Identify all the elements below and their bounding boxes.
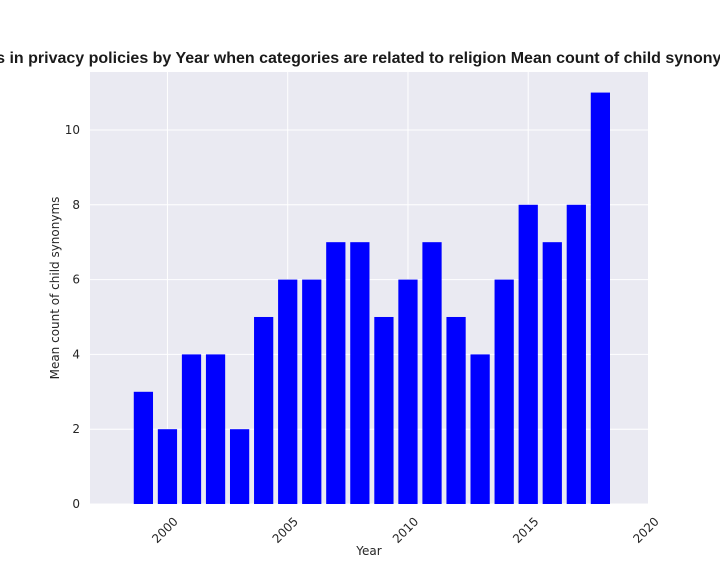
bar [278,279,298,504]
x-axis-ticks: 2000 2005 2010 2015 2020 [149,514,662,545]
bar [542,242,562,504]
x-tick-label: 2010 [390,514,421,545]
bar [590,92,610,505]
bar [566,204,586,504]
y-axis-ticks: 0 2 4 6 8 10 [65,123,80,511]
y-tick-label: 10 [65,123,80,137]
bar [302,279,322,504]
bars [133,92,610,505]
chart-title: Mean count of child synonyms in privacy … [0,50,720,67]
y-axis-label: Mean count of child synonyms [48,197,62,380]
bar [133,391,154,504]
x-tick-label: 2020 [630,514,661,545]
y-tick-label: 4 [72,347,80,361]
bar [254,316,274,504]
x-axis-label: Year [355,544,381,558]
x-tick-label: 2015 [510,514,541,545]
y-tick-label: 2 [72,422,80,436]
bar [518,204,538,504]
bar [157,429,178,504]
bar [374,316,394,504]
x-tick-label: 2005 [270,514,301,545]
bar [422,242,442,504]
bar [398,279,418,504]
bar [350,242,370,504]
bar [326,242,346,504]
bar [181,354,202,504]
bar [205,354,226,504]
bar [470,354,490,504]
y-tick-label: 0 [72,497,80,511]
bar [229,429,250,504]
bar [494,279,514,504]
bar [446,316,466,504]
y-tick-label: 8 [72,198,80,212]
y-tick-label: 6 [72,273,80,287]
x-tick-label: 2000 [149,514,180,545]
